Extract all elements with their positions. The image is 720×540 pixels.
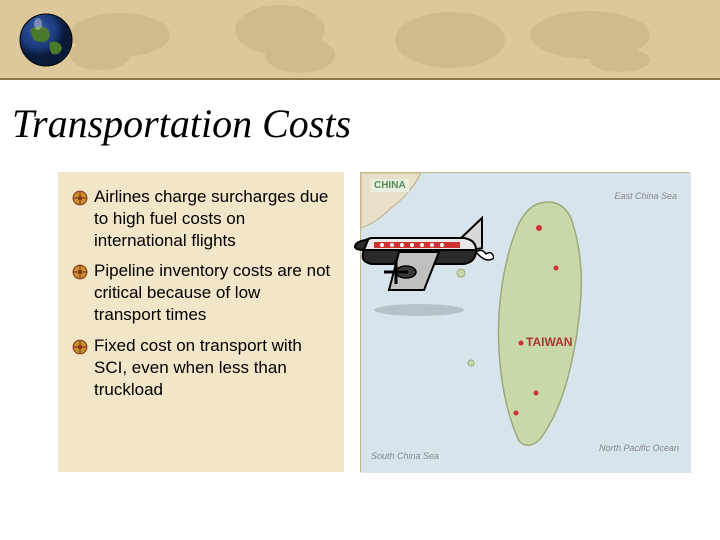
bullet-icon xyxy=(72,264,88,280)
world-map-pattern xyxy=(0,0,720,80)
bullet-text: Fixed cost on transport with SCI, even w… xyxy=(94,335,332,401)
slide-title: Transportation Costs xyxy=(12,100,351,147)
globe-icon xyxy=(18,12,74,68)
map-label-taiwan: TAIWAN xyxy=(526,335,572,349)
bullet-item: Fixed cost on transport with SCI, even w… xyxy=(72,335,332,401)
bullet-item: Pipeline inventory costs are not critica… xyxy=(72,260,332,326)
bullet-text: Airlines charge surcharges due to high f… xyxy=(94,186,332,252)
header-band xyxy=(0,0,720,80)
map-label-east-china-sea: East China Sea xyxy=(614,191,677,201)
bullet-icon xyxy=(72,339,88,355)
bullet-text: Pipeline inventory costs are not critica… xyxy=(94,260,332,326)
map-label-china: CHINA xyxy=(371,179,409,192)
map-label-north-pacific: North Pacific Ocean xyxy=(599,443,679,453)
airplane-icon xyxy=(344,200,494,320)
bullet-icon xyxy=(72,190,88,206)
map-label-south-china-sea: South China Sea xyxy=(371,451,439,461)
content-box: Airlines charge surcharges due to high f… xyxy=(58,172,344,472)
bullet-item: Airlines charge surcharges due to high f… xyxy=(72,186,332,252)
